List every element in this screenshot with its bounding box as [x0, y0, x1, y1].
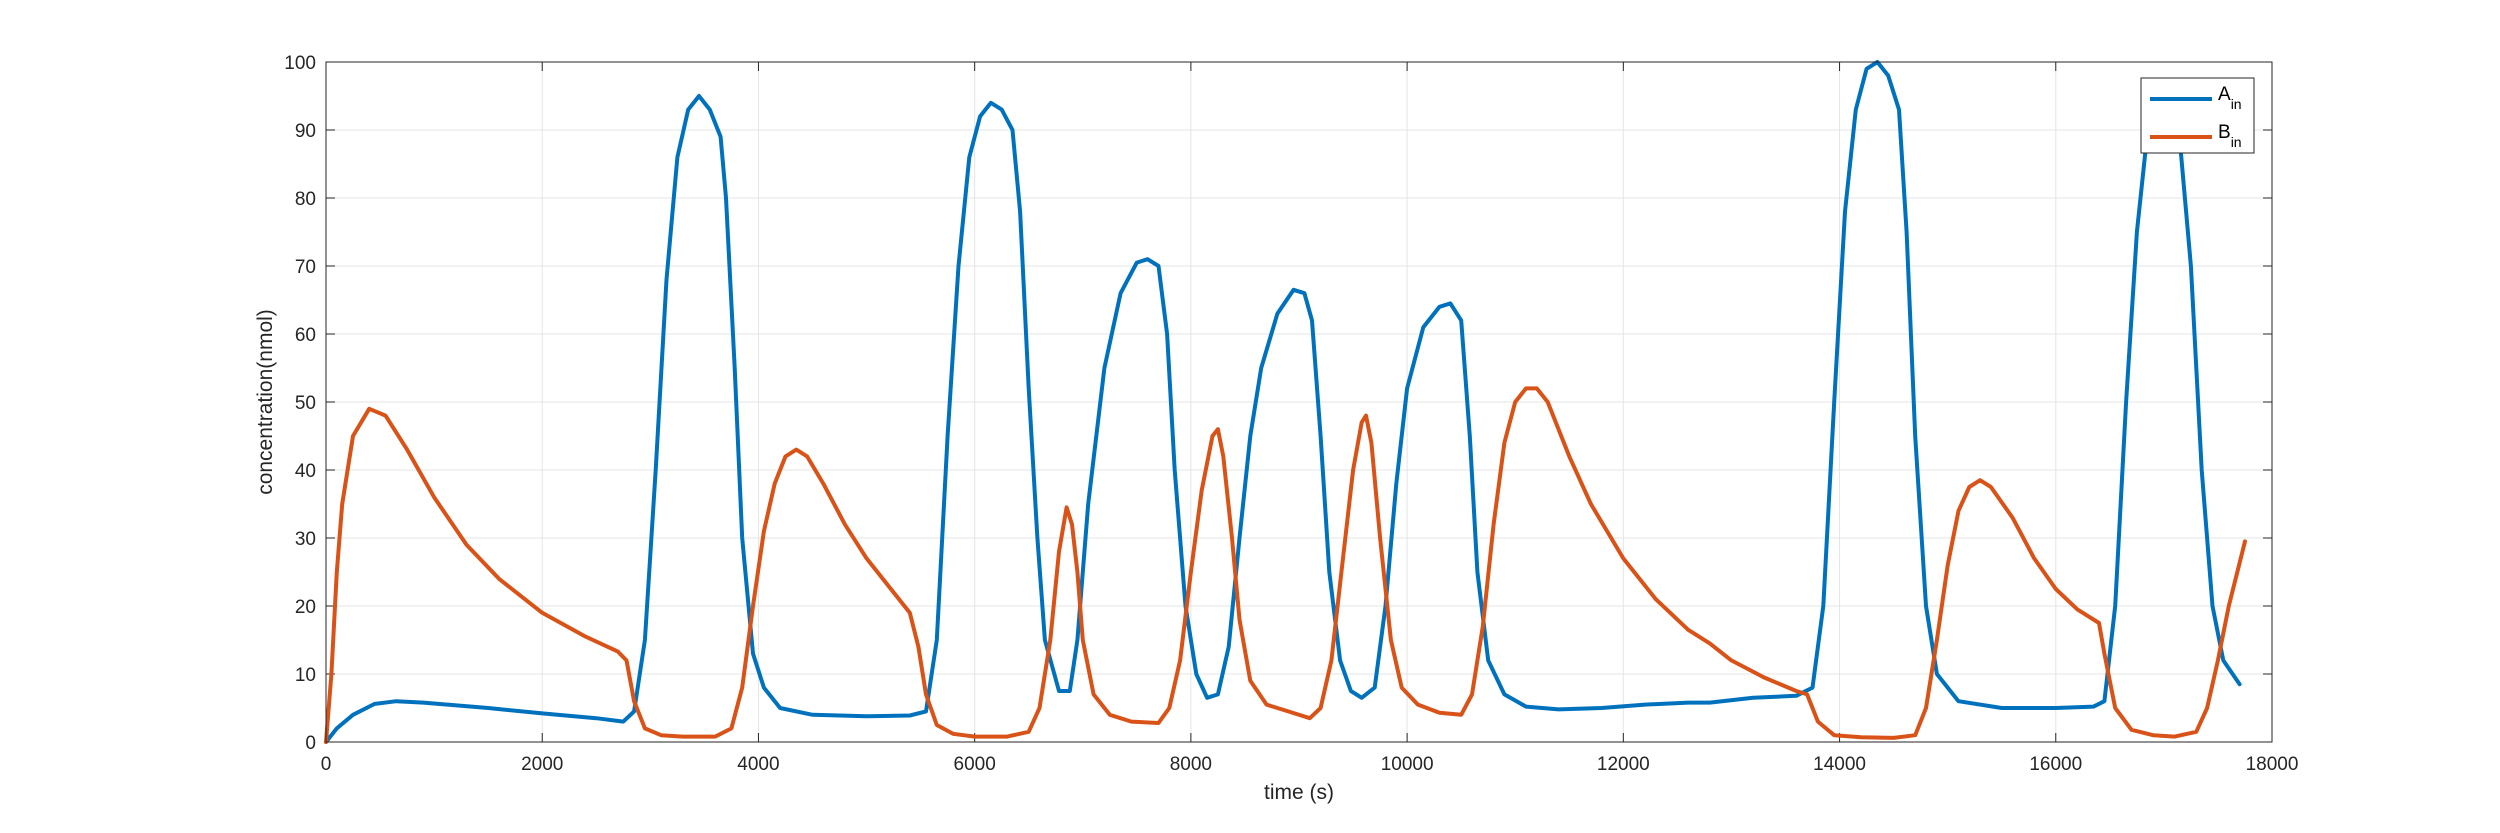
- x-tick-label: 6000: [954, 754, 996, 775]
- x-tick-label: 2000: [521, 754, 563, 775]
- x-tick-label: 18000: [2246, 754, 2299, 775]
- x-tick-label: 14000: [1813, 754, 1866, 775]
- legend-label-a: Ain: [2218, 84, 2242, 112]
- legend-label-b: Bin: [2218, 122, 2242, 150]
- legend-label-subscript: in: [2231, 96, 2242, 112]
- y-tick-label: 90: [295, 121, 316, 142]
- y-tick-label: 20: [295, 597, 316, 618]
- legend-label-main: A: [2218, 84, 2231, 105]
- y-tick-label: 10: [295, 665, 316, 686]
- y-tick-label: 100: [284, 53, 316, 74]
- y-tick-label: 60: [295, 325, 316, 346]
- y-tick-label: 0: [305, 733, 316, 754]
- y-tick-label: 30: [295, 529, 316, 550]
- legend-label-main: B: [2218, 122, 2231, 143]
- x-tick-label: 0: [321, 754, 332, 775]
- x-tick-label: 12000: [1597, 754, 1650, 775]
- legend-label-subscript: in: [2231, 134, 2242, 150]
- y-tick-label: 50: [295, 393, 316, 414]
- y-tick-label: 40: [295, 461, 316, 482]
- series-line-b: [324, 386, 2247, 744]
- series-line-a: [324, 60, 2242, 744]
- y-tick-label: 70: [295, 257, 316, 278]
- y-axis-label: concentration(nmol): [254, 309, 277, 495]
- y-tick-label: 80: [295, 189, 316, 210]
- plot-frame: [325, 61, 2273, 743]
- x-tick-label: 8000: [1170, 754, 1212, 775]
- x-tick-label: 10000: [1381, 754, 1434, 775]
- x-axis-label: time (s): [1264, 781, 1334, 804]
- x-tick-label: 4000: [737, 754, 779, 775]
- x-tick-label: 16000: [2029, 754, 2082, 775]
- data-series: [324, 60, 2247, 744]
- tick-labels: 0 2000 4000 6000 8000 10000 12000 14000 16000 180…: [284, 53, 2298, 775]
- legend-box: [2140, 77, 2255, 154]
